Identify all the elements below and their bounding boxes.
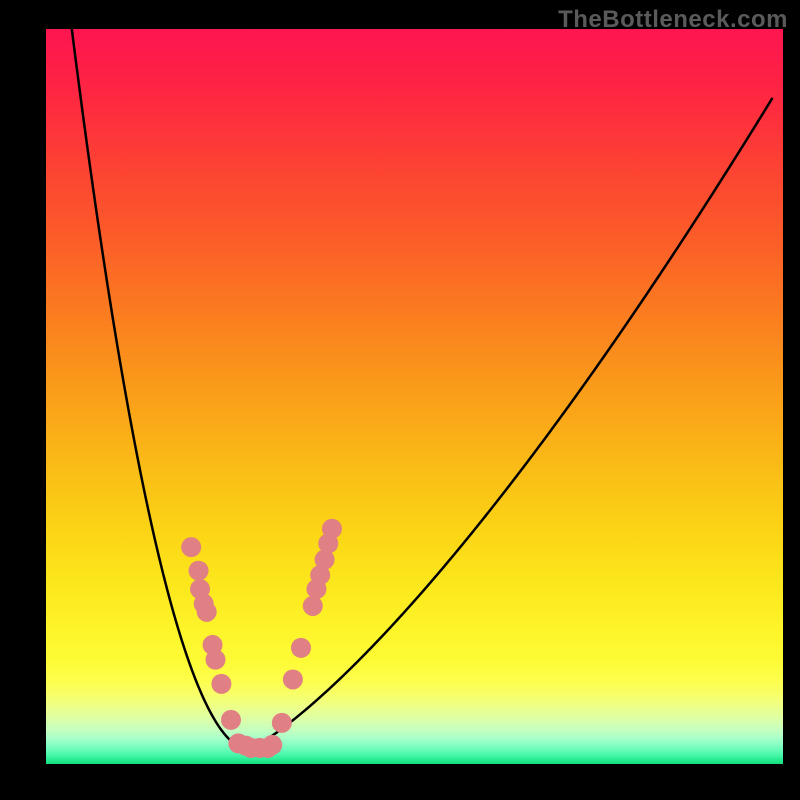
data-marker — [197, 602, 217, 622]
data-marker — [272, 713, 292, 733]
data-marker — [181, 537, 201, 557]
data-marker — [283, 669, 303, 689]
data-marker — [291, 638, 311, 658]
data-marker — [262, 735, 282, 755]
chart-svg — [0, 0, 800, 800]
data-marker — [206, 650, 226, 670]
chart-frame — [0, 0, 800, 800]
data-marker — [211, 674, 231, 694]
data-marker — [303, 596, 323, 616]
watermark-text: TheBottleneck.com — [558, 6, 788, 34]
data-marker — [221, 710, 241, 730]
data-marker — [189, 561, 209, 581]
plot-background — [46, 29, 783, 764]
data-marker — [322, 519, 342, 539]
